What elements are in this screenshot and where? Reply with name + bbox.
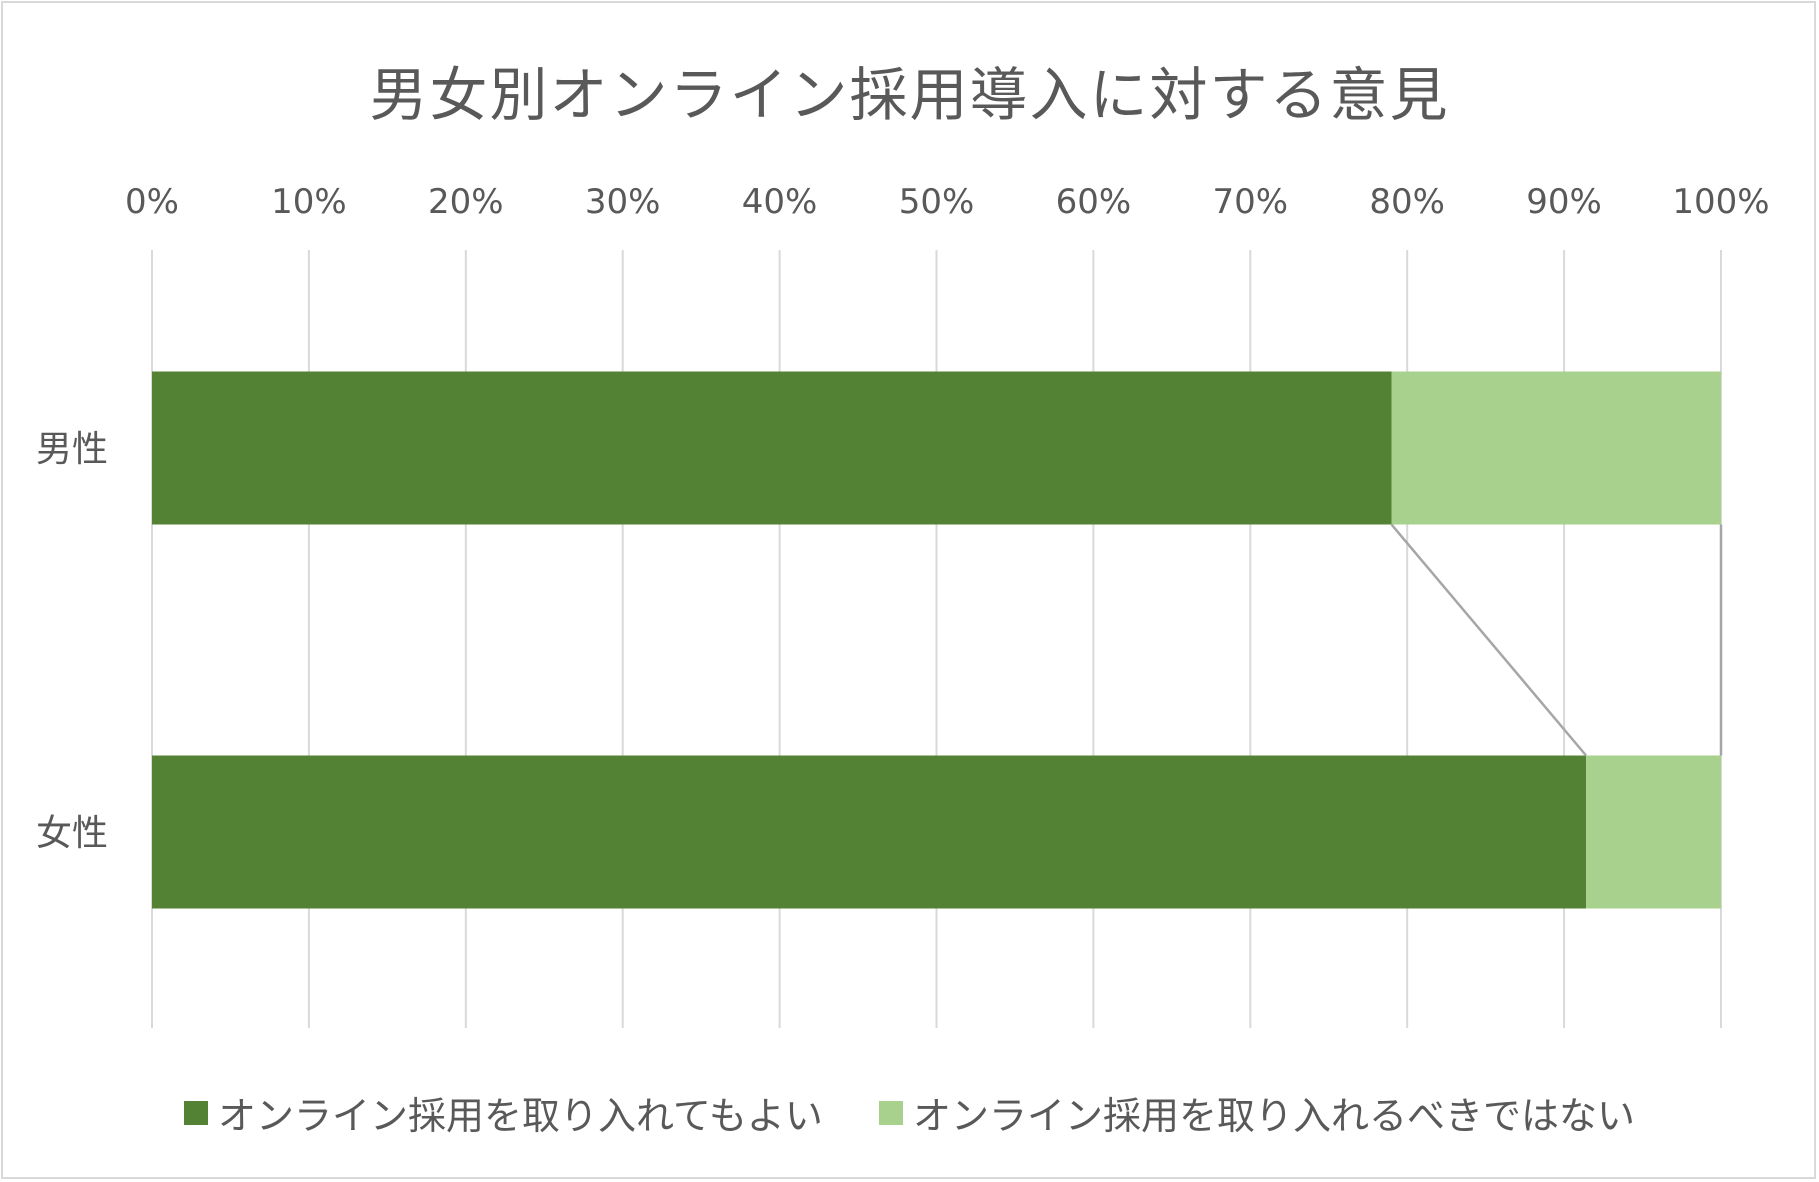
bar-segment [152,371,1392,525]
x-tick-label: 20% [428,182,504,222]
legend: オンライン採用を取り入れてもよい オンライン採用を取り入れるべきではない [0,1085,1819,1140]
bar-segment [152,755,1587,909]
legend-swatch-reject [879,1100,904,1125]
legend-label-accept: オンライン採用を取り入れてもよい [217,1094,823,1138]
legend-swatch-accept [183,1100,208,1125]
legend-item-reject: オンライン採用を取り入れるべきではない [879,1085,1635,1140]
x-tick-label: 70% [1213,182,1289,222]
x-tick-label: 100% [1672,182,1769,222]
x-tick-label: 60% [1056,182,1132,222]
category-label: 女性 [36,813,108,854]
x-tick-label: 90% [1526,182,1602,222]
category-label: 男性 [36,429,108,470]
chart-title: 男女別オンライン採用導入に対する意見 [369,61,1450,129]
x-tick-label: 0% [125,182,179,222]
x-tick-label: 50% [899,182,975,222]
series-connector-line [1390,523,1588,757]
x-tick-label: 30% [585,182,661,222]
legend-label-reject: オンライン採用を取り入れるべきではない [913,1094,1636,1138]
bar-segment [1586,755,1721,909]
x-tick-label: 80% [1369,182,1445,222]
x-tick-label: 40% [742,182,818,222]
bar-segment [1391,371,1721,525]
x-tick-label: 10% [271,182,347,222]
legend-item-accept: オンライン採用を取り入れてもよい [183,1085,823,1140]
